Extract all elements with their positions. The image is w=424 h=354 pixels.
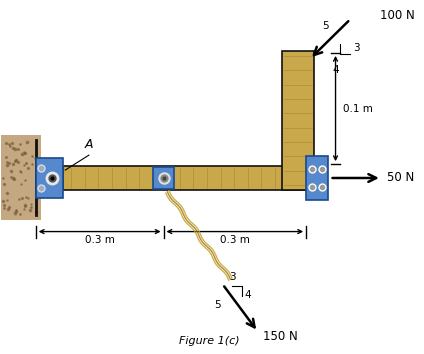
Text: 100 N: 100 N [380,9,415,22]
Text: Figure 1(c): Figure 1(c) [179,336,240,346]
Text: 3: 3 [353,43,360,53]
Text: 0.3 m: 0.3 m [85,235,114,245]
Bar [153,167,174,189]
Bar [36,158,63,198]
Bar [282,51,314,190]
Text: 5: 5 [322,21,329,31]
Bar [63,166,306,190]
Text: 4: 4 [244,290,251,300]
Text: 4: 4 [332,65,339,75]
Bar [306,156,328,200]
Text: 5: 5 [215,300,221,310]
Polygon shape [1,135,41,220]
Text: 50 N: 50 N [387,171,414,184]
Text: A: A [85,138,93,151]
Text: 3: 3 [229,272,236,282]
Text: 150 N: 150 N [263,330,298,343]
Text: 0.1 m: 0.1 m [343,103,373,114]
Text: 0.3 m: 0.3 m [220,235,250,245]
